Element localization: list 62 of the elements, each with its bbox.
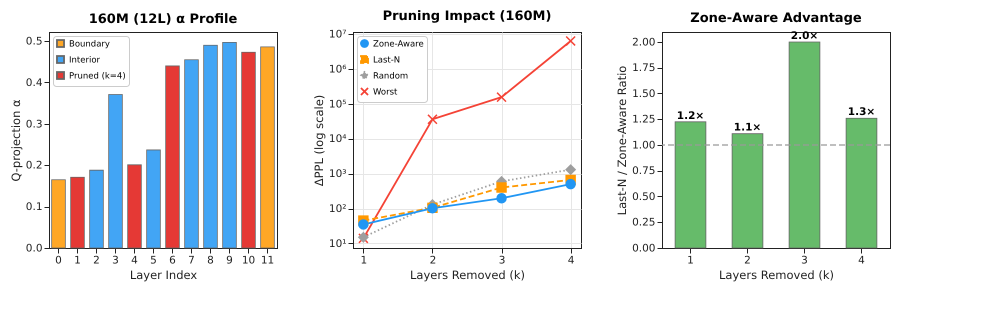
y-tick-label: 0.0 xyxy=(26,242,42,254)
chart-title: 160M (12L) α Profile xyxy=(88,12,238,27)
y-tick-label: 10¹ xyxy=(328,238,346,250)
y-axis-title: Last-N / Zone-Aware Ratio xyxy=(615,66,630,216)
y-tick-label: 0.4 xyxy=(26,76,43,89)
chart-title: Pruning Impact (160M) xyxy=(382,8,552,24)
x-tick-label: 1 xyxy=(360,254,368,266)
y-axis-title: Q-projection α xyxy=(8,98,23,182)
data-label: 1.3× xyxy=(848,106,876,118)
y-tick-label: 0.75 xyxy=(632,165,656,178)
x-tick-label: 1 xyxy=(74,254,81,266)
x-tick-label: 7 xyxy=(188,254,195,266)
y-tick-label: 0.1 xyxy=(26,201,42,214)
x-tick-label: 9 xyxy=(226,254,233,266)
x-tick-label: 5 xyxy=(150,254,157,266)
legend-label: Zone-Aware xyxy=(373,40,424,50)
y-tick-label: 0.00 xyxy=(632,242,656,254)
y-tick-label: 10³ xyxy=(328,168,346,180)
x-tick-label: 3 xyxy=(112,254,119,266)
x-tick-label: 6 xyxy=(169,254,176,266)
y-tick-label: 10⁴ xyxy=(328,133,346,146)
data-label: 1.1× xyxy=(734,122,762,134)
y-tick-label: 2.00 xyxy=(632,36,656,48)
x-tick-label: 4 xyxy=(568,254,575,266)
x-tick-label: 3 xyxy=(498,254,506,266)
x-axis-title: Layers Removed (k) xyxy=(410,268,525,282)
y-tick-label: 0.25 xyxy=(632,216,656,229)
legend-label: Worst xyxy=(373,88,398,98)
x-tick-label: 0 xyxy=(55,254,62,266)
x-axis-title: Layers Removed (k) xyxy=(719,268,834,282)
y-tick-label: 0.3 xyxy=(26,118,42,130)
x-tick-label: 4 xyxy=(131,254,138,266)
x-tick-label: 4 xyxy=(858,254,866,266)
x-axis-title: Layer Index xyxy=(130,268,198,282)
legend-label: Boundary xyxy=(69,40,110,50)
legend-label: Random xyxy=(373,72,408,82)
chart-title: Zone-Aware Advantage xyxy=(690,10,862,26)
y-tick-label: 10² xyxy=(328,203,346,216)
y-tick-label: 10⁷ xyxy=(328,28,346,40)
legend-label: Last-N xyxy=(373,56,400,66)
y-tick-label: 1.75 xyxy=(632,62,656,74)
y-tick-label: 1.00 xyxy=(632,139,656,152)
legend-label: Pruned (k=4) xyxy=(69,72,126,82)
x-tick-label: 8 xyxy=(207,254,214,266)
y-tick-label: 10⁶ xyxy=(328,63,346,76)
x-tick-label: 2 xyxy=(744,254,751,266)
x-tick-label: 2 xyxy=(93,254,100,266)
y-tick-label: 1.50 xyxy=(632,88,656,100)
y-tick-label: 0.5 xyxy=(26,36,42,48)
x-tick-label: 10 xyxy=(242,254,256,266)
x-tick-label: 11 xyxy=(260,254,274,266)
y-tick-label: 0.50 xyxy=(632,191,656,203)
data-label: 1.2× xyxy=(676,110,704,122)
legend-label: Interior xyxy=(69,56,101,66)
y-tick-label: 1.25 xyxy=(632,114,656,126)
x-tick-label: 1 xyxy=(687,254,694,266)
x-tick-label: 2 xyxy=(430,254,436,266)
y-tick-label: 0.2 xyxy=(26,160,42,172)
y-tick-label: 10⁵ xyxy=(328,98,346,110)
x-tick-label: 3 xyxy=(801,254,808,266)
y-axis-title: ΔPPL (log scale) xyxy=(312,94,326,186)
data-label: 2.0× xyxy=(790,30,818,42)
